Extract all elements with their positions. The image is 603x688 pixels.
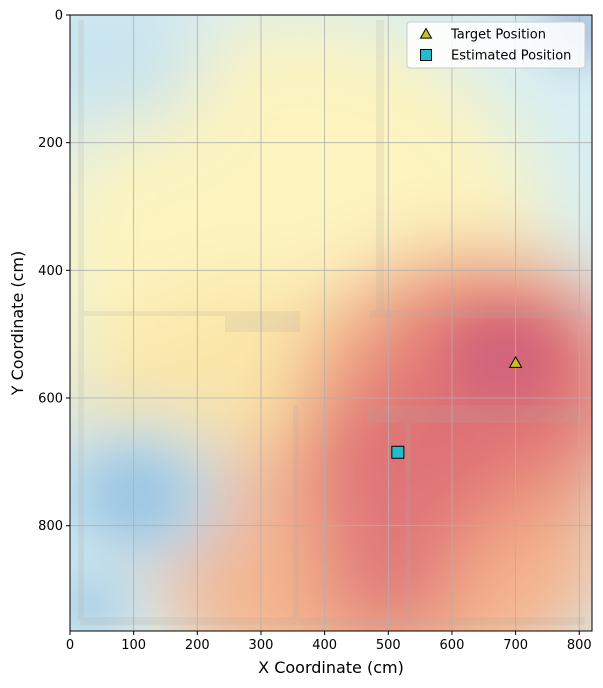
legend-estimated-marker: [420, 49, 432, 61]
y-tick-label: 200: [38, 136, 63, 151]
legend-box: [406, 21, 586, 69]
legend: Target Position Estimated Position: [406, 21, 586, 69]
y-axis-label: Y Coordinate (cm): [8, 251, 27, 397]
x-axis-ticks: 0 100 200 300 400 500 600 700 800: [66, 631, 592, 653]
legend-target-marker: [419, 27, 433, 39]
x-tick-label: 300: [249, 638, 274, 653]
legend-label: Estimated Position: [451, 49, 571, 64]
y-tick-label: 800: [38, 519, 63, 534]
x-tick-label: 200: [185, 638, 210, 653]
x-tick-label: 100: [121, 638, 146, 653]
x-tick-label: 0: [66, 638, 74, 653]
plot-frame: [69, 14, 593, 632]
x-tick-label: 600: [440, 638, 465, 653]
x-axis-label: X Coordinate (cm): [258, 658, 404, 677]
heatmap-background: [70, 15, 592, 631]
y-tick-label: 400: [38, 264, 63, 279]
x-tick-label: 800: [567, 638, 592, 653]
target-position-marker: [508, 355, 523, 368]
y-axis-ticks: 0 200 400 600 800: [38, 9, 70, 534]
y-tick-label: 600: [38, 392, 63, 407]
data-points: [391, 355, 523, 459]
legend-label: Target Position: [450, 28, 546, 43]
y-tick-label: 0: [55, 9, 63, 24]
x-tick-label: 400: [312, 638, 337, 653]
x-tick-label: 500: [376, 638, 401, 653]
x-tick-label: 700: [503, 638, 528, 653]
estimated-position-marker: [391, 445, 405, 459]
